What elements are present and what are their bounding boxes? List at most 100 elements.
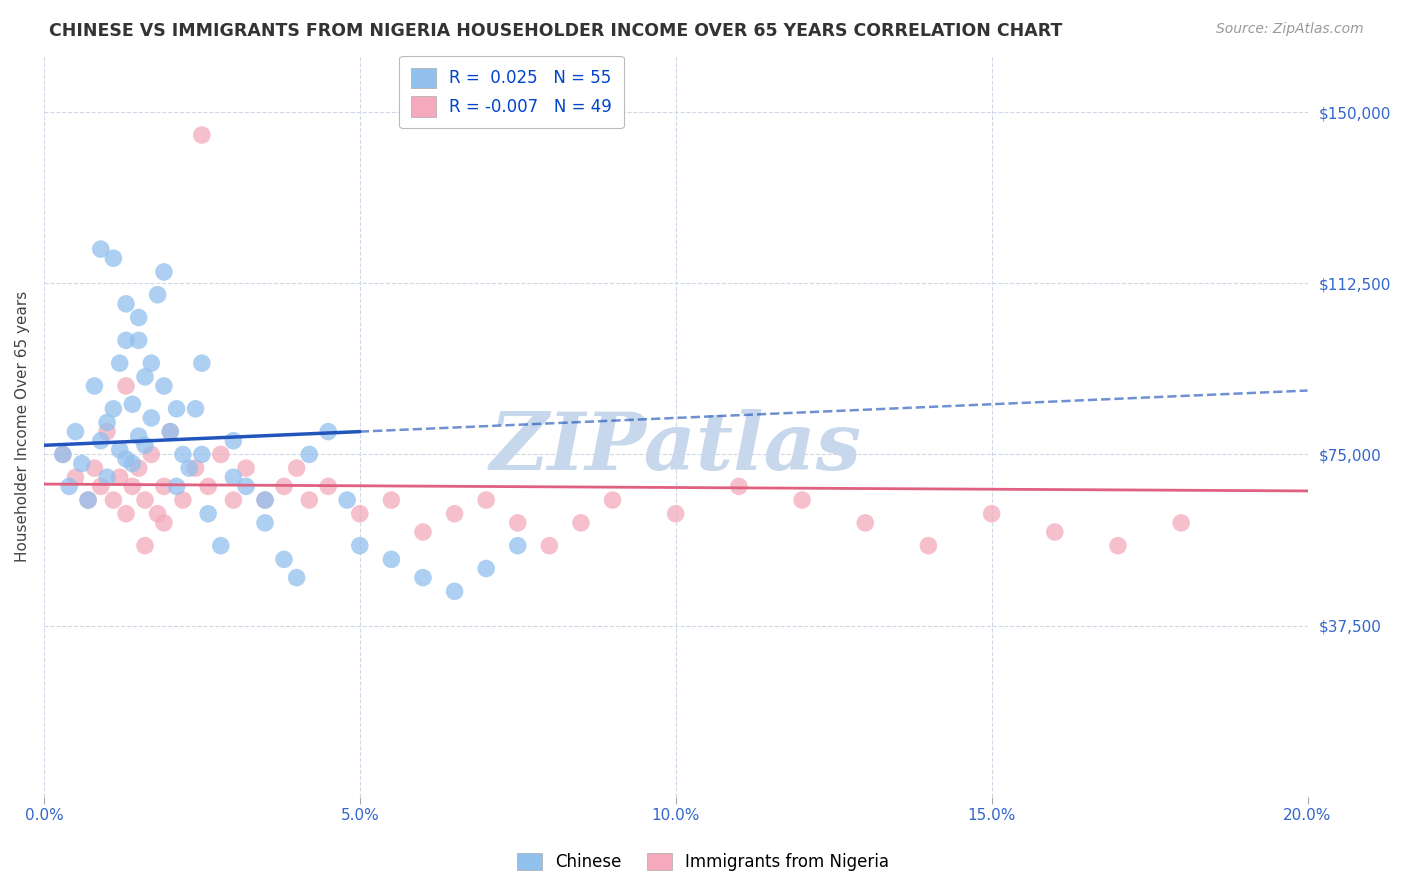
Point (380, 552, 402, 566)
Point (380, 493, 402, 508)
Point (166, 401, 188, 416)
Point (108, 442, 131, 457)
Point (134, 539, 156, 553)
Point (209, 539, 232, 553)
Point (115, 334, 138, 348)
Point (103, 493, 125, 508)
Point (141, 356, 163, 370)
Point (197, 507, 219, 521)
Point (159, 425, 181, 439)
Point (253, 493, 276, 508)
Point (146, 287, 169, 301)
Point (172, 447, 194, 461)
Point (153, 516, 176, 530)
Point (917, 539, 939, 553)
Point (96, 425, 118, 439)
Point (90, 434, 112, 448)
Point (70, 457, 93, 471)
Point (159, 425, 181, 439)
Point (412, 524, 434, 539)
Point (285, 461, 308, 475)
Point (172, 493, 194, 508)
Point (349, 507, 371, 521)
Point (52, 447, 75, 461)
Point (103, 401, 125, 416)
Point (475, 561, 498, 575)
Point (128, 429, 150, 443)
Point (115, 379, 138, 393)
Legend: R =  0.025   N = 55, R = -0.007   N = 49: R = 0.025 N = 55, R = -0.007 N = 49 (399, 56, 624, 128)
Point (108, 356, 131, 370)
Point (65, 470, 87, 484)
Point (728, 479, 751, 493)
Point (83, 461, 105, 475)
Point (602, 493, 624, 508)
Point (134, 438, 156, 452)
Point (115, 452, 138, 467)
Point (115, 297, 138, 311)
Point (121, 397, 143, 411)
Point (506, 539, 529, 553)
Point (141, 411, 163, 425)
Point (52, 447, 75, 461)
Point (121, 479, 143, 493)
Point (146, 507, 169, 521)
Point (90, 479, 112, 493)
Point (58, 479, 80, 493)
Point (197, 479, 219, 493)
Point (273, 479, 295, 493)
Point (222, 470, 245, 484)
Point (184, 461, 207, 475)
Y-axis label: Householder Income Over 65 years: Householder Income Over 65 years (15, 290, 30, 562)
Point (222, 434, 245, 448)
Point (235, 479, 257, 493)
Point (665, 507, 688, 521)
Point (569, 516, 592, 530)
Point (1107, 539, 1129, 553)
Point (853, 516, 876, 530)
Point (179, 461, 201, 475)
Point (253, 493, 276, 508)
Point (184, 401, 207, 416)
Point (153, 379, 176, 393)
Point (191, 128, 214, 142)
Point (141, 447, 163, 461)
Point (128, 310, 150, 325)
Point (209, 447, 232, 461)
Point (316, 425, 339, 439)
Point (134, 493, 156, 508)
Point (1043, 524, 1066, 539)
Point (298, 493, 321, 508)
Point (191, 356, 214, 370)
Point (108, 470, 131, 484)
Point (65, 425, 87, 439)
Point (96, 470, 118, 484)
Point (103, 251, 125, 265)
Point (412, 571, 434, 585)
Text: CHINESE VS IMMIGRANTS FROM NIGERIA HOUSEHOLDER INCOME OVER 65 YEARS CORRELATION : CHINESE VS IMMIGRANTS FROM NIGERIA HOUSE… (49, 22, 1063, 40)
Point (349, 539, 371, 553)
Point (96, 416, 118, 430)
Point (115, 507, 138, 521)
Point (77, 493, 100, 508)
Point (222, 493, 245, 508)
Point (235, 461, 257, 475)
Text: Source: ZipAtlas.com: Source: ZipAtlas.com (1216, 22, 1364, 37)
Point (191, 447, 214, 461)
Point (153, 479, 176, 493)
Point (980, 507, 1002, 521)
Point (121, 457, 143, 471)
Point (253, 516, 276, 530)
Point (538, 539, 561, 553)
Point (90, 242, 112, 256)
Text: ZIPatlas: ZIPatlas (489, 409, 862, 487)
Point (153, 265, 176, 279)
Point (1170, 516, 1192, 530)
Point (83, 379, 105, 393)
Point (790, 493, 813, 508)
Point (273, 552, 295, 566)
Point (336, 493, 359, 508)
Point (77, 493, 100, 508)
Point (134, 369, 156, 384)
Point (316, 479, 339, 493)
